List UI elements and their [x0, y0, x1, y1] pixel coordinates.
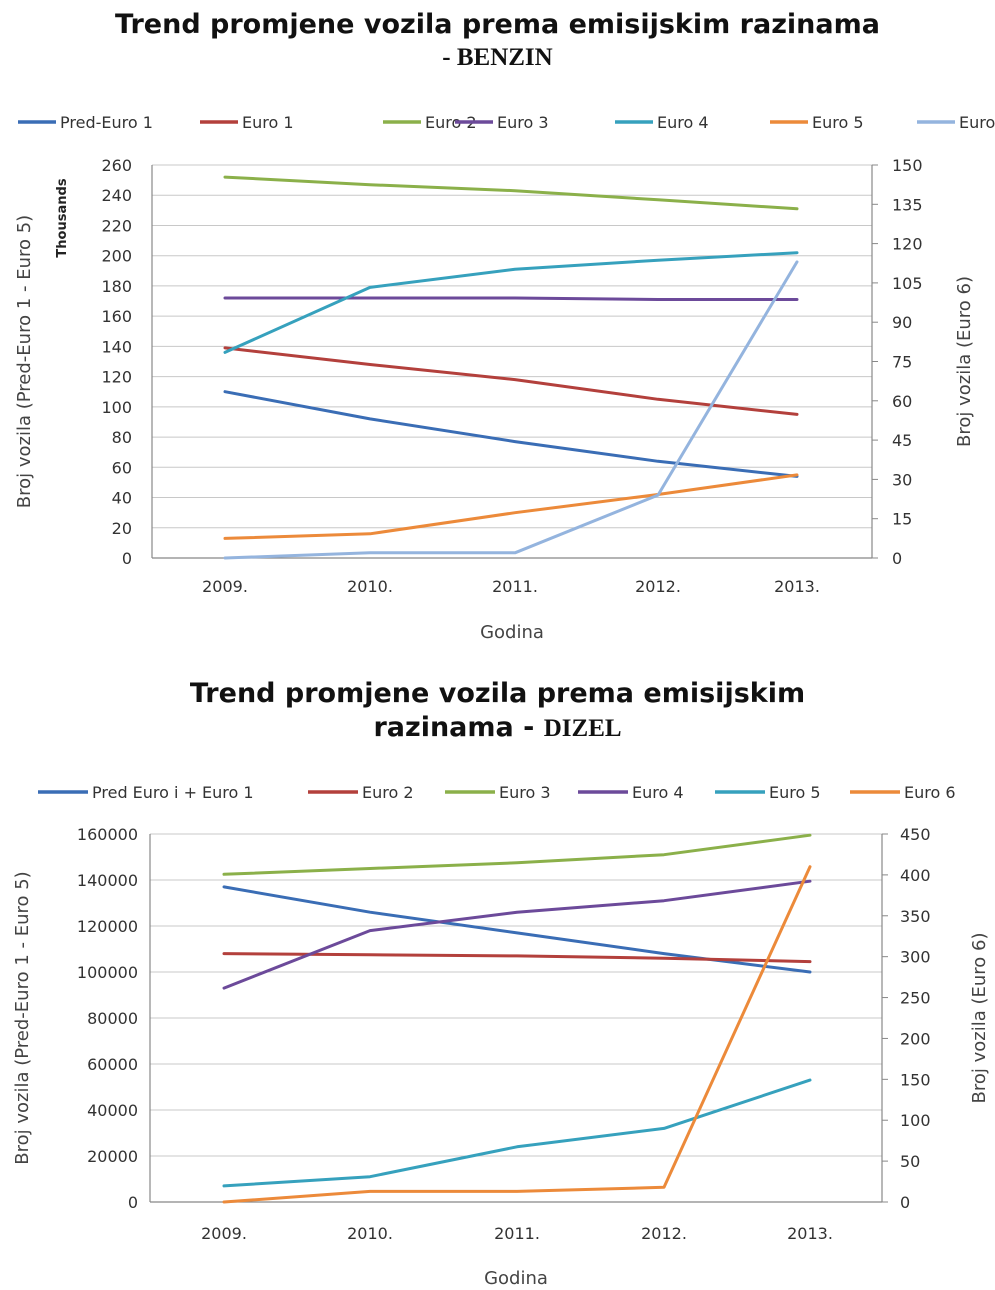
- x-tick-label: 2009.: [201, 1224, 247, 1243]
- y-tick-label-left: 260: [101, 156, 132, 175]
- y-tick-label-right: 350: [900, 907, 931, 926]
- x-tick-label: 2012.: [641, 1224, 687, 1243]
- y-tick-label-left: 160: [101, 307, 132, 326]
- legend-entry: Euro 6: [904, 783, 956, 802]
- series-line: [223, 175, 799, 211]
- legend-entry: Pred Euro i + Euro 1: [92, 783, 254, 802]
- legend-entry: Pred-Euro 1: [60, 113, 153, 132]
- y-tick-label-right: 30: [892, 470, 912, 489]
- x-tick-label: 2013.: [787, 1224, 833, 1243]
- y-tick-label-left: 100: [101, 398, 132, 417]
- axis-unit-label: Thousands: [55, 178, 70, 257]
- chart-title-sub: - BENZIN: [442, 43, 553, 71]
- y-tick-label-right: 50: [900, 1152, 920, 1171]
- y-tick-label-left: 0: [128, 1193, 138, 1212]
- legend-entry: Euro 3: [499, 783, 551, 802]
- y-tick-label-right: 150: [892, 156, 923, 175]
- y-tick-label-left: 40: [112, 489, 132, 508]
- y-tick-label-right: 60: [892, 392, 912, 411]
- chart-dizel: Trend promjene vozila prema emisijskim r…: [0, 665, 995, 1290]
- line-chart-dizel: 0 20000 40000 60000 80000 100000 120000 140000 1…: [12, 783, 990, 1289]
- x-tick-label: 2010.: [347, 577, 393, 596]
- series-line: [222, 952, 812, 964]
- x-tick-label: 2010.: [347, 1224, 393, 1243]
- chart-title-main: Trend promjene vozila prema emisijskim: [189, 678, 806, 709]
- y-tick-label-right: 105: [892, 274, 923, 293]
- y-axis-title-right: Broj vozila (Euro 6): [969, 933, 990, 1104]
- y-tick-label-left: 80000: [87, 1009, 138, 1028]
- y-tick-label-right: 150: [900, 1070, 931, 1089]
- y-tick-label-left: 0: [122, 549, 132, 568]
- series-line: [223, 296, 799, 301]
- y-tick-label-left: 160000: [77, 825, 138, 844]
- y-tick-label-left: 120000: [77, 917, 138, 936]
- y-tick-label-right: 15: [892, 510, 912, 529]
- y-axis-title-left: Broj vozila (Pred-Euro 1 - Euro 5): [14, 215, 35, 508]
- y-tick-label-left: 200: [101, 247, 132, 266]
- y-tick-label-left: 120: [101, 368, 132, 387]
- y-tick-label-right: 400: [900, 866, 931, 885]
- y-tick-label-right: 450: [900, 825, 931, 844]
- series-line: [223, 390, 799, 478]
- chart-title-sub: DIZEL: [543, 714, 622, 742]
- y-tick-label-right: 200: [900, 1029, 931, 1048]
- y-tick-label-left: 140000: [77, 871, 138, 890]
- chart-title: Trend promjene vozila prema emisijskim r…: [0, 677, 995, 745]
- y-tick-label-left: 100000: [77, 963, 138, 982]
- x-tick-label: 2013.: [774, 577, 820, 596]
- series-line: [222, 865, 812, 1204]
- x-tick-label: 2009.: [202, 577, 248, 596]
- y-tick-label-right: 90: [892, 313, 912, 332]
- series-line: [222, 879, 812, 990]
- y-tick-label-left: 60000: [87, 1055, 138, 1074]
- x-axis-title: Godina: [484, 1268, 548, 1289]
- legend-entry: Euro 5: [769, 783, 821, 802]
- series-line: [223, 251, 799, 354]
- y-tick-label-left: 180: [101, 277, 132, 296]
- series-line: [222, 1078, 812, 1188]
- chart-benzin: Trend promjene vozila prema emisijskim r…: [0, 8, 995, 643]
- y-tick-label-left: 20000: [87, 1147, 138, 1166]
- y-tick-label-right: 45: [892, 431, 912, 450]
- legend-entry: Euro 6: [959, 113, 995, 132]
- y-tick-label-left: 20: [112, 519, 132, 538]
- y-tick-label-right: 0: [892, 549, 902, 568]
- chart-title-main: Trend promjene vozila prema emisijskim r…: [115, 9, 880, 40]
- y-tick-label-left: 40000: [87, 1101, 138, 1120]
- y-axis-title-right: Broj vozila (Euro 6): [954, 276, 975, 447]
- legend-entry: Euro 1: [242, 113, 294, 132]
- x-tick-label: 2012.: [635, 577, 681, 596]
- y-tick-label-left: 140: [101, 337, 132, 356]
- y-tick-label-left: 60: [112, 458, 132, 477]
- y-tick-label-left: 240: [101, 186, 132, 205]
- legend-entry: Euro 4: [657, 113, 709, 132]
- y-axis-title-left: Broj vozila (Pred-Euro 1 - Euro 5): [12, 871, 33, 1164]
- legend-entry: Euro 4: [632, 783, 684, 802]
- legend-entry: Euro 3: [497, 113, 549, 132]
- y-tick-label-right: 250: [900, 989, 931, 1008]
- series-line: [223, 346, 799, 416]
- series-line: [223, 473, 799, 540]
- legend-entry: Euro 2: [362, 783, 414, 802]
- legend-entry: Euro 2: [425, 113, 477, 132]
- y-tick-label-right: 100: [900, 1111, 931, 1130]
- x-tick-label: 2011.: [492, 577, 538, 596]
- y-tick-label-right: 0: [900, 1193, 910, 1212]
- line-chart-benzin: 0 20 40 60 80 100 120 140 160 180 200 220 240 260 0 15 3…: [14, 113, 995, 643]
- x-axis-title: Godina: [480, 622, 544, 643]
- series-line: [222, 833, 812, 876]
- chart-title-line2: razinama -: [373, 711, 544, 743]
- y-tick-label-right: 135: [892, 195, 923, 214]
- y-tick-label-left: 220: [101, 216, 132, 235]
- y-tick-label-right: 300: [900, 948, 931, 967]
- series-line: [223, 260, 799, 560]
- chart-title: Trend promjene vozila prema emisijskim r…: [0, 8, 995, 73]
- y-tick-label-left: 80: [112, 428, 132, 447]
- y-tick-label-right: 75: [892, 353, 912, 372]
- y-tick-label-right: 120: [892, 235, 923, 254]
- x-tick-label: 2011.: [494, 1224, 540, 1243]
- legend-entry: Euro 5: [812, 113, 864, 132]
